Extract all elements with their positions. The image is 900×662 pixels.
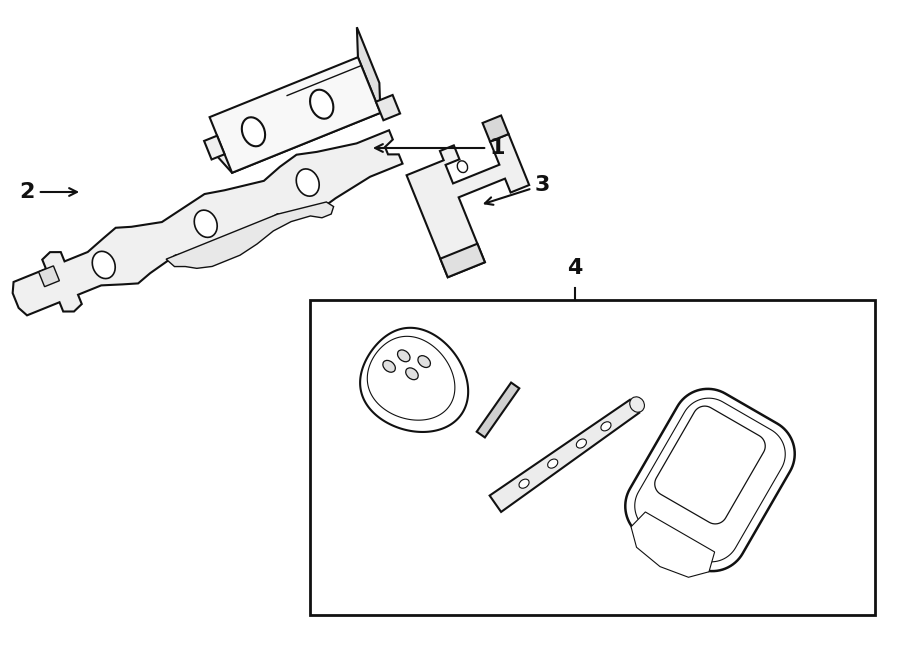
Polygon shape bbox=[13, 130, 402, 315]
Ellipse shape bbox=[382, 360, 395, 372]
Ellipse shape bbox=[398, 350, 410, 361]
Ellipse shape bbox=[406, 368, 419, 380]
Polygon shape bbox=[634, 398, 785, 562]
Ellipse shape bbox=[242, 117, 266, 146]
Ellipse shape bbox=[194, 210, 217, 238]
Ellipse shape bbox=[630, 397, 644, 412]
Ellipse shape bbox=[418, 355, 430, 367]
Text: 1: 1 bbox=[375, 138, 506, 158]
Polygon shape bbox=[490, 400, 639, 512]
Ellipse shape bbox=[576, 439, 587, 448]
Polygon shape bbox=[376, 95, 400, 120]
Polygon shape bbox=[210, 57, 381, 173]
Polygon shape bbox=[360, 328, 468, 432]
Polygon shape bbox=[631, 512, 715, 577]
Text: 2: 2 bbox=[20, 182, 76, 202]
Ellipse shape bbox=[519, 479, 529, 489]
Ellipse shape bbox=[601, 422, 611, 431]
Polygon shape bbox=[166, 202, 334, 268]
Polygon shape bbox=[440, 244, 485, 277]
Polygon shape bbox=[204, 136, 225, 160]
Polygon shape bbox=[212, 91, 381, 173]
Ellipse shape bbox=[310, 90, 333, 118]
Polygon shape bbox=[39, 266, 59, 287]
Bar bbox=[310, 300, 875, 615]
Ellipse shape bbox=[296, 169, 320, 196]
Polygon shape bbox=[626, 389, 795, 571]
Ellipse shape bbox=[457, 161, 468, 173]
Text: 3: 3 bbox=[485, 175, 551, 205]
Polygon shape bbox=[407, 134, 529, 277]
Text: 4: 4 bbox=[567, 258, 582, 278]
Polygon shape bbox=[482, 115, 508, 142]
Polygon shape bbox=[655, 406, 765, 524]
Polygon shape bbox=[367, 336, 454, 420]
Ellipse shape bbox=[93, 252, 115, 279]
Polygon shape bbox=[477, 383, 519, 438]
Ellipse shape bbox=[548, 459, 558, 468]
Polygon shape bbox=[357, 27, 381, 113]
